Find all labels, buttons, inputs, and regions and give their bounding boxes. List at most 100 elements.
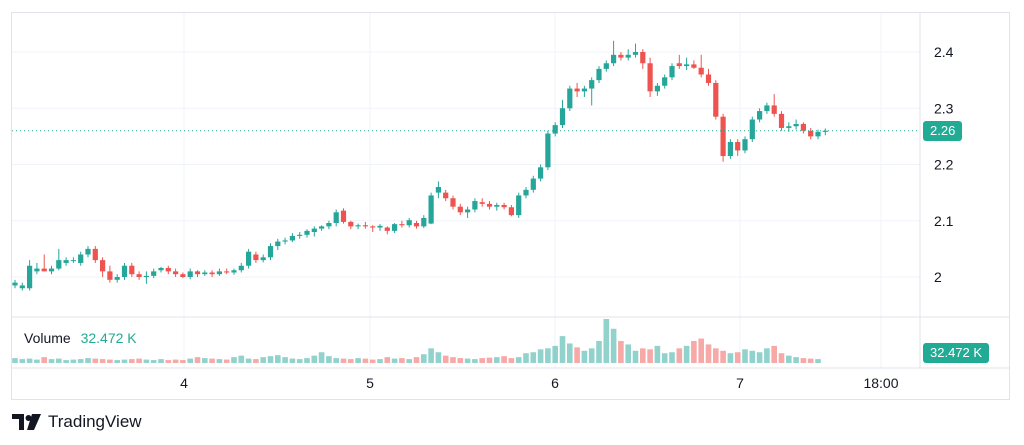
volume-bar xyxy=(669,352,675,363)
candle-body xyxy=(443,192,449,199)
volume-bar xyxy=(187,358,193,363)
candle-body xyxy=(209,272,215,275)
candle xyxy=(107,265,113,283)
candle xyxy=(654,82,660,96)
volume-bar xyxy=(369,359,376,363)
candle-body xyxy=(793,124,799,127)
candle-body xyxy=(632,52,639,55)
candle-body xyxy=(530,178,536,190)
candles xyxy=(12,40,828,291)
candle xyxy=(27,260,33,291)
candle-body xyxy=(158,268,164,271)
volume-bar xyxy=(180,360,186,363)
candle-body xyxy=(216,271,222,275)
price-tick-label: 2 xyxy=(934,269,942,285)
volume-bar xyxy=(683,345,690,363)
candle xyxy=(41,254,47,272)
volume-bar xyxy=(523,353,529,363)
volume-bar xyxy=(231,357,237,363)
candle-body xyxy=(56,260,62,269)
volume-bar xyxy=(56,358,62,363)
candle-body xyxy=(289,235,295,241)
volume-bar xyxy=(734,352,741,363)
tradingview-logo-icon xyxy=(12,414,41,430)
volume-bar xyxy=(158,359,164,363)
volume-bar xyxy=(202,358,208,363)
candle xyxy=(822,128,828,136)
volume-bar xyxy=(545,348,551,363)
volume-bar xyxy=(143,359,150,363)
price-tick-label: 2.4 xyxy=(934,44,954,60)
candle xyxy=(319,225,325,231)
time-tick-label: 6 xyxy=(551,375,559,391)
volume-bar xyxy=(778,353,785,363)
volume-bar xyxy=(756,352,763,363)
candle-body xyxy=(589,80,595,89)
candle xyxy=(413,220,420,229)
candle-body xyxy=(771,105,777,114)
candle-body xyxy=(428,195,434,224)
time-tick-label: 4 xyxy=(180,375,188,391)
price-tick-label: 2.2 xyxy=(934,157,954,173)
candle xyxy=(392,223,398,234)
candle xyxy=(735,139,741,157)
candle xyxy=(246,248,252,269)
candle xyxy=(705,68,712,86)
candle-body xyxy=(705,74,712,83)
candle xyxy=(311,226,317,237)
candle xyxy=(377,224,383,231)
volume-bar xyxy=(603,319,610,363)
volume-bar xyxy=(209,358,215,363)
candle xyxy=(78,251,84,266)
candle-body xyxy=(494,205,500,207)
candle-body xyxy=(85,248,91,255)
volume-bar xyxy=(647,349,653,363)
candle-body xyxy=(749,119,755,140)
candle xyxy=(85,246,91,258)
candle xyxy=(63,257,69,266)
candle-body xyxy=(136,274,142,277)
candle xyxy=(158,266,164,273)
volume-bar xyxy=(515,357,522,363)
candle-body xyxy=(647,63,653,92)
volume-bar xyxy=(85,358,91,363)
candle-body xyxy=(742,139,748,151)
candle xyxy=(19,282,25,291)
last-price-badge: 2.26 xyxy=(923,120,963,141)
candle xyxy=(428,192,434,225)
volume-bar xyxy=(391,358,398,363)
volume-bar xyxy=(625,344,631,363)
candle xyxy=(282,237,288,245)
volume-bar xyxy=(413,357,420,363)
volume-bar xyxy=(421,354,427,363)
candle-body xyxy=(603,63,609,69)
candle-body xyxy=(194,271,201,275)
candle xyxy=(647,57,653,97)
candle-body xyxy=(684,64,690,67)
volume-bar xyxy=(260,357,266,363)
candle-body xyxy=(465,209,471,213)
candle xyxy=(231,268,237,275)
volume-bar xyxy=(253,359,259,363)
candle-body xyxy=(377,225,383,228)
candle-body xyxy=(800,124,806,131)
volume-bar xyxy=(77,359,84,363)
candle xyxy=(749,116,755,142)
volume-bar xyxy=(567,343,573,363)
candle-body xyxy=(41,268,47,272)
candle xyxy=(173,268,179,277)
volume-bar xyxy=(749,350,756,363)
candle xyxy=(348,220,354,230)
volume-bar xyxy=(581,350,588,363)
volume-bar xyxy=(676,348,683,363)
candle xyxy=(611,40,617,67)
candle xyxy=(486,201,493,210)
volume-bar xyxy=(720,350,726,363)
candle-body xyxy=(333,212,339,223)
candle-body xyxy=(326,223,332,227)
candle-body xyxy=(508,207,514,216)
candle-body xyxy=(757,111,763,120)
candle xyxy=(632,43,639,58)
candle-body xyxy=(611,54,617,64)
